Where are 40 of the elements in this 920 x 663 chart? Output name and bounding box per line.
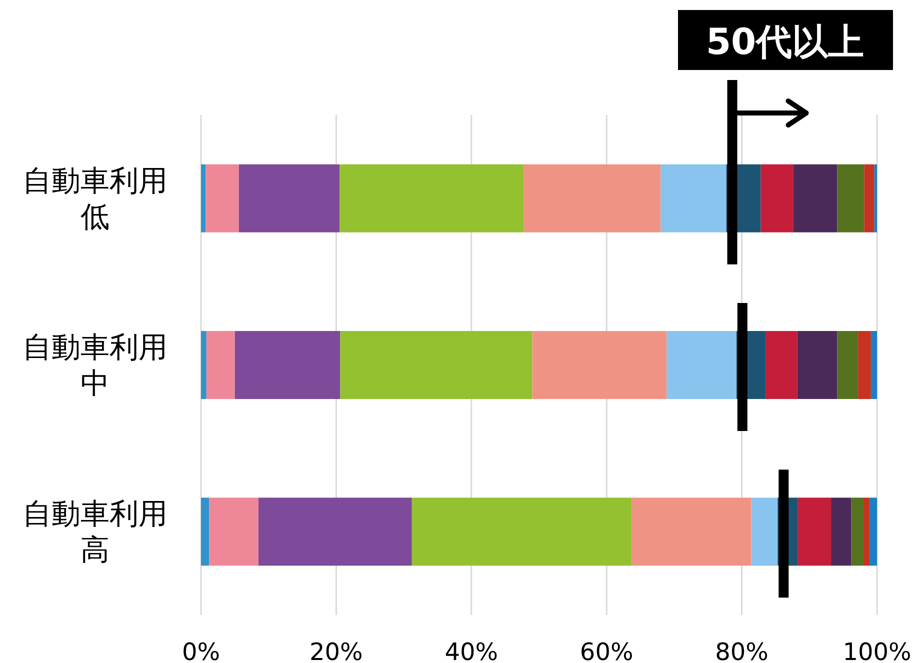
bar (858, 331, 871, 399)
bar (863, 498, 870, 566)
bar (874, 164, 877, 232)
bar (837, 164, 864, 232)
bar (523, 164, 661, 232)
bar (870, 331, 877, 399)
bar (632, 498, 752, 566)
bar (870, 498, 877, 566)
x-tick-label: 80% (715, 638, 768, 663)
bar (201, 331, 206, 399)
bar (532, 331, 667, 399)
bar (258, 498, 412, 566)
bar (793, 164, 838, 232)
bar (851, 498, 864, 566)
bar (234, 331, 340, 399)
x-tick-label: 40% (444, 638, 498, 663)
y-tick-label: 自動車利用中 (22, 330, 168, 400)
bar (837, 331, 858, 399)
bar (238, 164, 340, 232)
bar (340, 164, 524, 232)
bar (206, 164, 239, 232)
bar (340, 331, 532, 399)
x-tick-label: 100% (842, 638, 912, 663)
bar (831, 498, 852, 566)
bar (760, 164, 794, 232)
x-tick-label: 0% (182, 638, 220, 663)
x-tick-label: 20% (310, 638, 363, 663)
bar (412, 498, 632, 566)
bar (201, 498, 210, 566)
y-tick-label: 自動車利用低 (22, 163, 168, 234)
bar (209, 498, 258, 566)
bar (797, 331, 838, 399)
bar (765, 331, 798, 399)
bar (201, 164, 206, 232)
annotation: 50代以上 (678, 10, 893, 70)
bar (798, 498, 832, 566)
bar (864, 164, 874, 232)
x-tick-label: 60% (580, 638, 634, 663)
y-tick-label: 自動車利用高 (22, 496, 168, 567)
bar (206, 331, 235, 399)
